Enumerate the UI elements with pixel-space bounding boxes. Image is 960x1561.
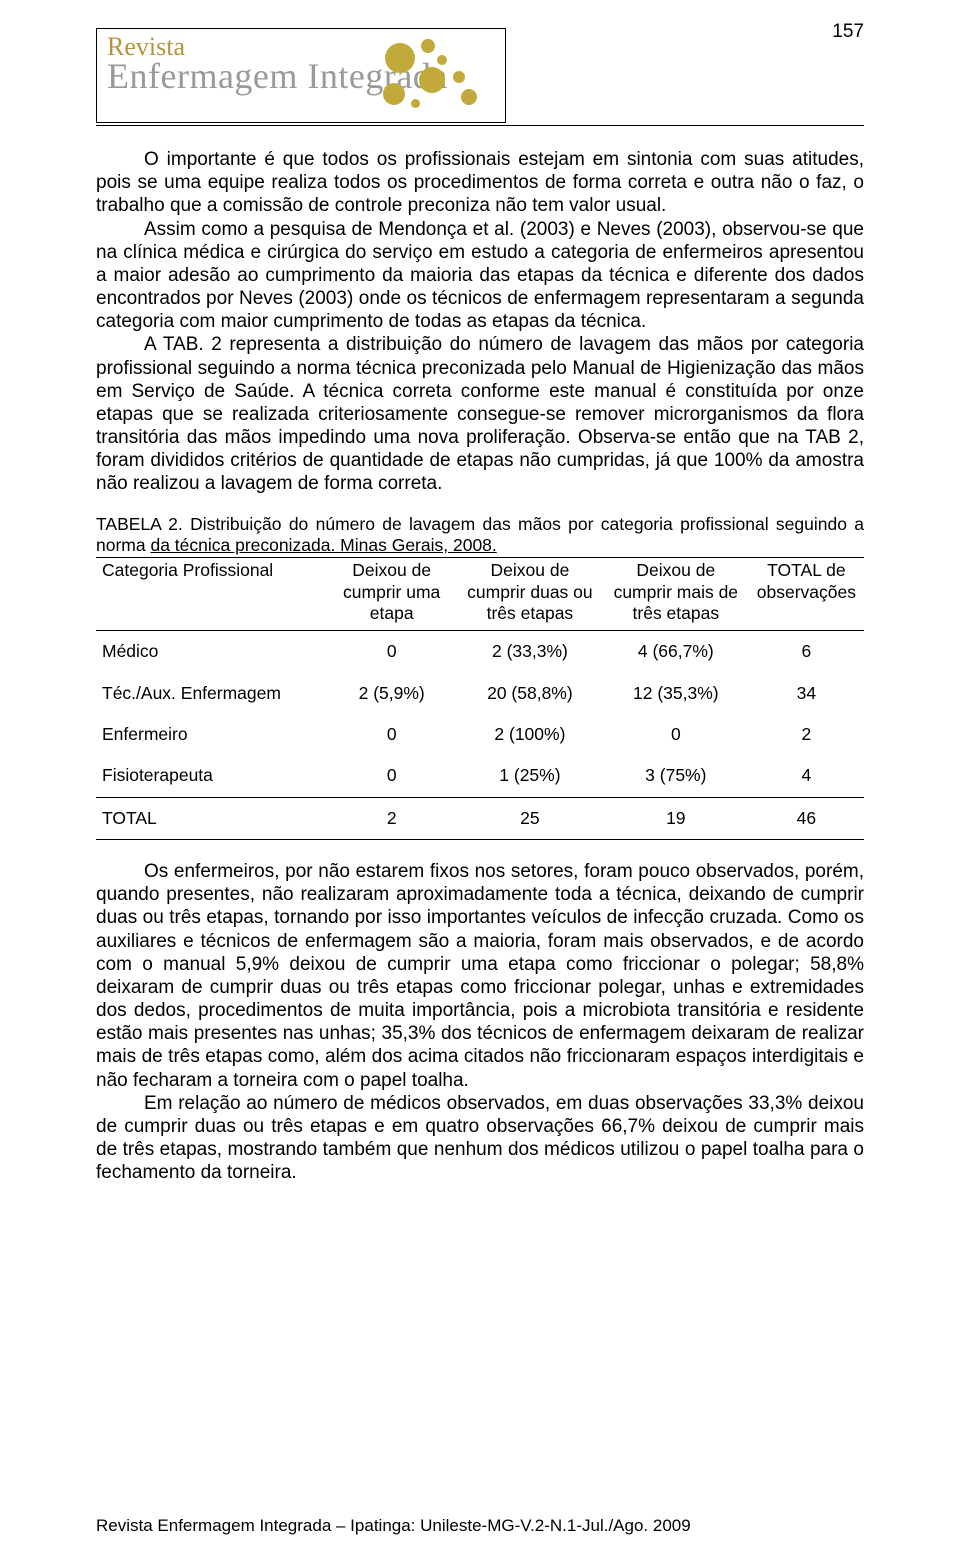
row-cell: 0 — [326, 631, 457, 673]
th-category: Categoria Profissional — [96, 558, 326, 631]
table-row: Médico 0 2 (33,3%) 4 (66,7%) 6 — [96, 631, 864, 673]
row-cell: 4 — [749, 755, 864, 797]
row-label: Téc./Aux. Enfermagem — [96, 673, 326, 714]
table-row: Enfermeiro 0 2 (100%) 0 2 — [96, 714, 864, 755]
th-one-step: Deixou de cumprir uma etapa — [326, 558, 457, 631]
page: 157 Revista Enfermagem Integrada O impor… — [0, 0, 960, 1561]
row-cell: 0 — [326, 755, 457, 797]
th-more-three: Deixou de cumprir mais de três etapas — [603, 558, 749, 631]
table-row: Téc./Aux. Enfermagem 2 (5,9%) 20 (58,8%)… — [96, 673, 864, 714]
row-cell: 19 — [603, 797, 749, 839]
journal-logo-box: Revista Enfermagem Integrada — [96, 28, 506, 123]
row-cell: 25 — [457, 797, 603, 839]
header-rule — [96, 125, 864, 126]
table-row-total: TOTAL 2 25 19 46 — [96, 797, 864, 839]
row-cell: 2 (100%) — [457, 714, 603, 755]
row-cell: 2 — [326, 797, 457, 839]
th-two-three: Deixou de cumprir duas ou três etapas — [457, 558, 603, 631]
row-cell: 2 (5,9%) — [326, 673, 457, 714]
table-header-row: Categoria Profissional Deixou de cumprir… — [96, 558, 864, 631]
logo-dots-icon — [375, 37, 495, 117]
row-cell: 0 — [603, 714, 749, 755]
row-cell: 46 — [749, 797, 864, 839]
row-label: TOTAL — [96, 797, 326, 839]
table-caption: TABELA 2. Distribuição do número de lava… — [96, 514, 864, 558]
row-cell: 1 (25%) — [457, 755, 603, 797]
spacer — [96, 840, 864, 860]
th-total: TOTAL de observações — [749, 558, 864, 631]
row-cell: 12 (35,3%) — [603, 673, 749, 714]
row-cell: 34 — [749, 673, 864, 714]
table-2: Categoria Profissional Deixou de cumprir… — [96, 557, 864, 840]
row-label: Médico — [96, 631, 326, 673]
paragraph-2: Assim como a pesquisa de Mendonça et al.… — [96, 218, 864, 334]
row-label: Enfermeiro — [96, 714, 326, 755]
paragraph-3: A TAB. 2 representa a distribuição do nú… — [96, 333, 864, 495]
row-cell: 3 (75%) — [603, 755, 749, 797]
row-cell: 2 (33,3%) — [457, 631, 603, 673]
row-cell: 4 (66,7%) — [603, 631, 749, 673]
row-cell: 20 (58,8%) — [457, 673, 603, 714]
row-cell: 0 — [326, 714, 457, 755]
row-cell: 6 — [749, 631, 864, 673]
paragraph-1: O importante é que todos os profissionai… — [96, 148, 864, 218]
page-footer: Revista Enfermagem Integrada – Ipatinga:… — [96, 1516, 691, 1537]
table-caption-line2: da técnica preconizada. Minas Gerais, 20… — [150, 535, 496, 555]
paragraph-4: Os enfermeiros, por não estarem fixos no… — [96, 860, 864, 1092]
page-number: 157 — [832, 20, 864, 43]
table-row: Fisioterapeuta 0 1 (25%) 3 (75%) 4 — [96, 755, 864, 797]
row-cell: 2 — [749, 714, 864, 755]
row-label: Fisioterapeuta — [96, 755, 326, 797]
paragraph-5: Em relação ao número de médicos observad… — [96, 1092, 864, 1185]
